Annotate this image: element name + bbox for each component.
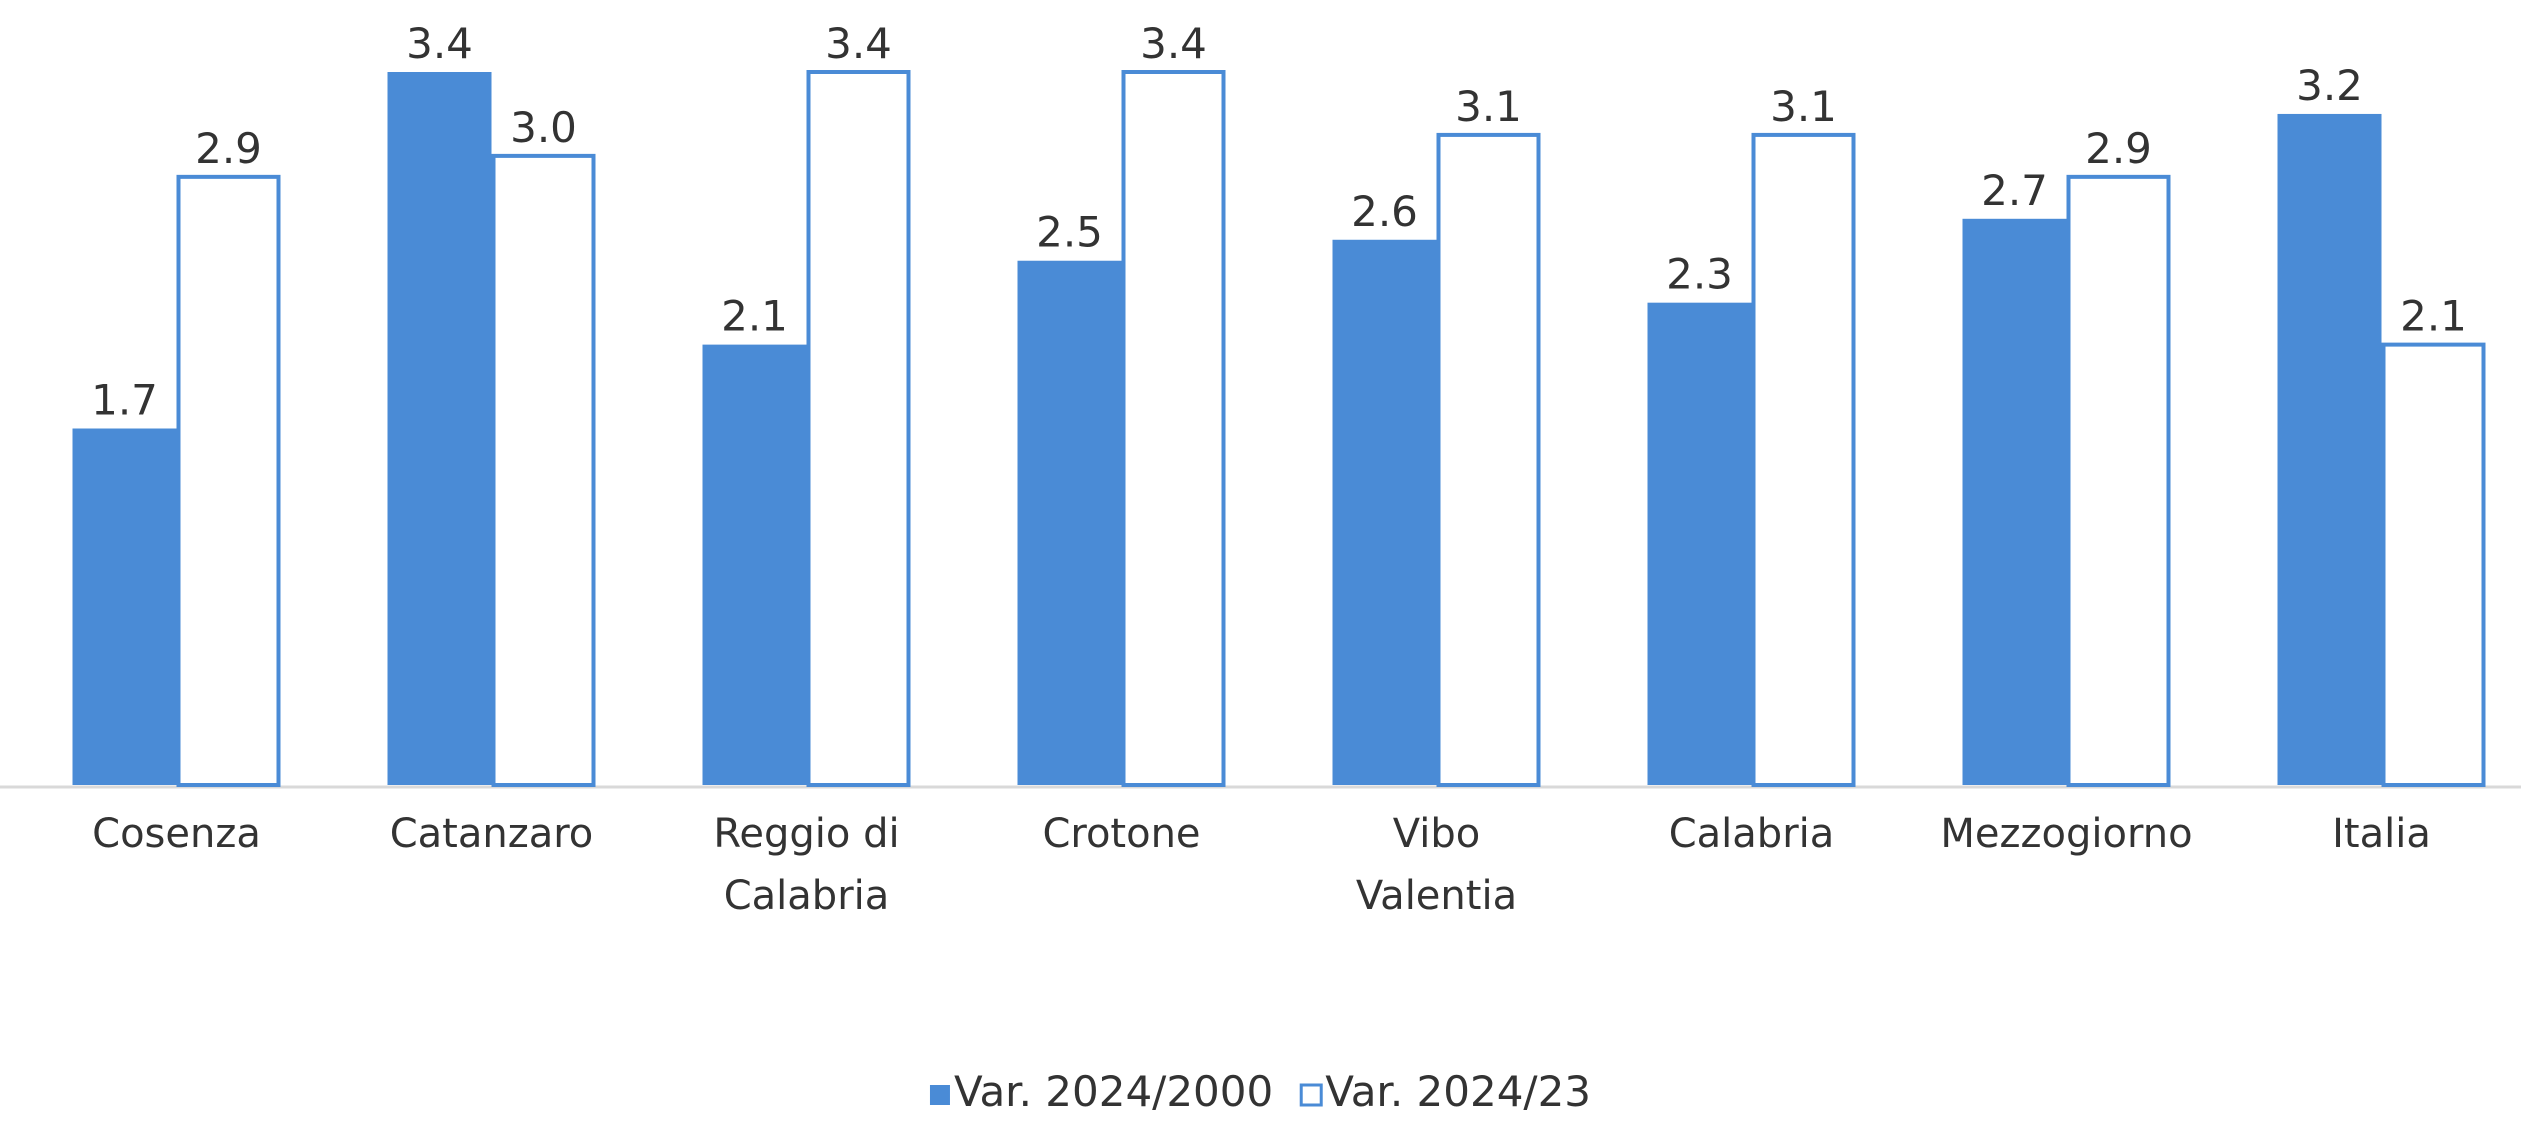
value-label: 2.9 xyxy=(2085,124,2152,173)
value-label: 2.1 xyxy=(2400,292,2467,341)
legend-marker xyxy=(929,1085,950,1105)
bar xyxy=(1121,70,1226,787)
value-label: 3.1 xyxy=(1455,82,1522,131)
x-tick-label: Catanzaro xyxy=(390,811,594,857)
value-label: 3.0 xyxy=(510,103,577,152)
bar xyxy=(2381,342,2486,787)
bar xyxy=(1751,132,1856,788)
value-label: 2.1 xyxy=(721,292,788,341)
bar xyxy=(2066,174,2171,787)
bar xyxy=(1332,239,1437,785)
x-tick-label: Cosenza xyxy=(92,811,261,857)
value-label: 2.3 xyxy=(1666,250,1733,299)
legend-label: Var. 2024/23 xyxy=(1325,1067,1591,1116)
bar xyxy=(1962,218,2067,785)
value-label: 2.5 xyxy=(1036,208,1103,257)
x-tick-label: Vibo Valentia xyxy=(1356,811,1517,919)
value-label: 3.4 xyxy=(825,19,892,68)
x-tick-label: Crotone xyxy=(1042,811,1200,857)
value-label: 3.4 xyxy=(1140,19,1207,68)
value-label: 2.9 xyxy=(195,124,262,173)
value-label: 3.1 xyxy=(1770,82,1837,131)
x-tick-label: Italia xyxy=(2332,811,2431,857)
bar xyxy=(1436,132,1541,788)
bar xyxy=(387,72,492,785)
value-label: 3.2 xyxy=(2296,61,2363,110)
value-label: 2.6 xyxy=(1351,187,1418,236)
bar xyxy=(2277,113,2382,786)
legend: Var. 2024/2000 Var. 2024/23 xyxy=(929,1067,1591,1116)
bar xyxy=(176,174,281,787)
bar xyxy=(1647,302,1752,785)
bar xyxy=(806,70,911,787)
bar xyxy=(72,428,177,785)
bar xyxy=(491,153,596,788)
value-label: 2.7 xyxy=(1981,166,2048,215)
x-tick-label: Mezzogiorno xyxy=(1940,811,2192,857)
x-tick-label: Calabria xyxy=(1669,811,1835,857)
legend-label: Var. 2024/2000 xyxy=(954,1067,1273,1116)
bar xyxy=(702,344,807,785)
legend-marker xyxy=(1299,1083,1323,1107)
value-label: 1.7 xyxy=(91,376,158,425)
value-label: 3.4 xyxy=(406,19,473,68)
bar xyxy=(1017,260,1122,785)
x-tick-label: Reggio di Calabria xyxy=(713,811,899,919)
